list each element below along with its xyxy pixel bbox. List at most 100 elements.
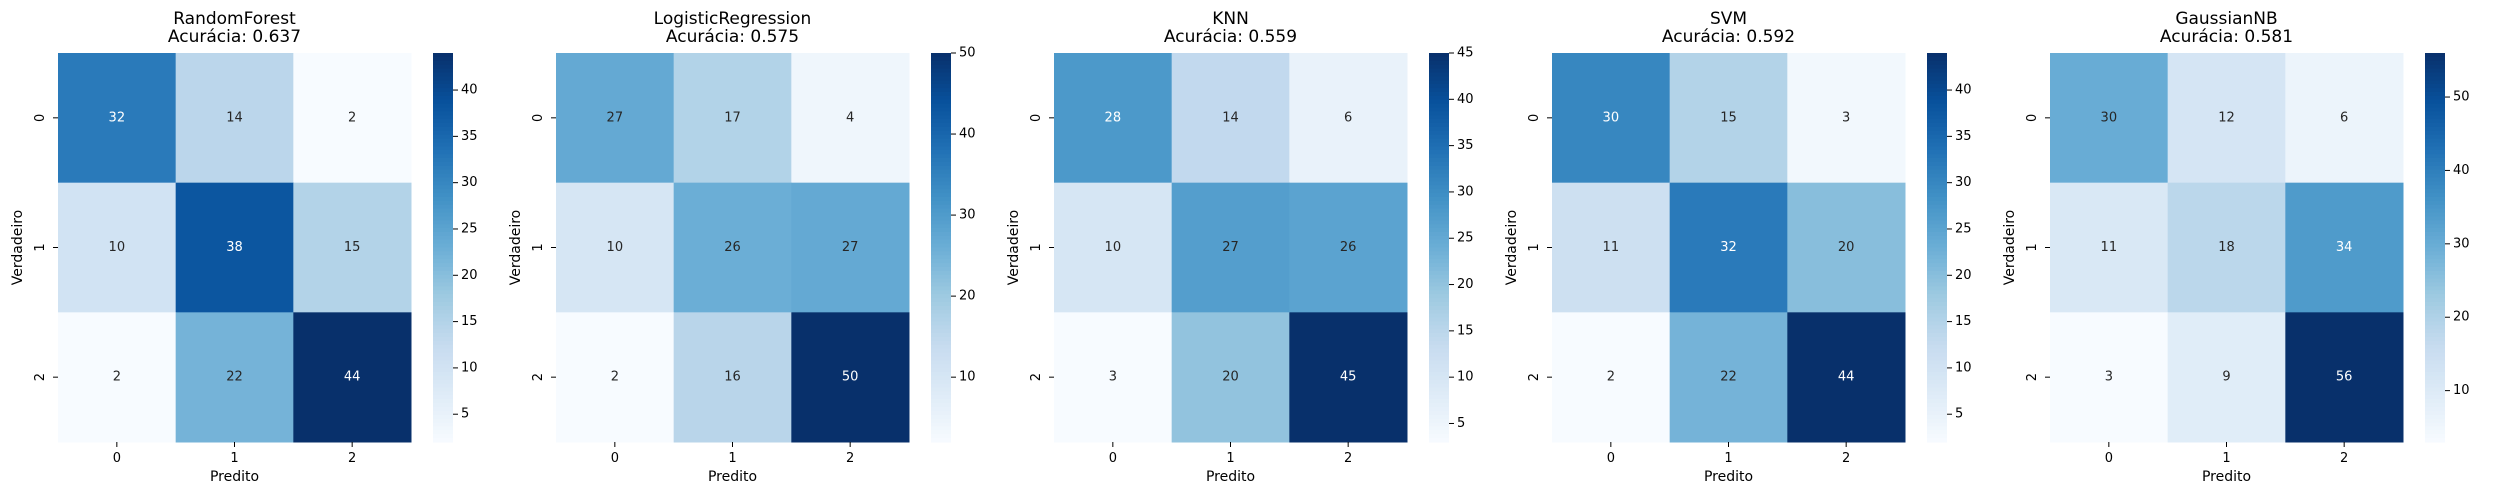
panel-2-cell-0-2 [791, 53, 910, 184]
panel-4-colorbar-slice-75 [1927, 344, 1947, 350]
panel-1-colorbar-slice-37 [433, 196, 453, 202]
panel-4-colorbar-slice-21 [1927, 134, 1947, 140]
panel-4-cell-label-2-1: 22 [1720, 370, 1737, 385]
panel-5-colorbar-slice-7 [2425, 80, 2445, 85]
panel-4-colorbar-slice-84 [1927, 379, 1947, 385]
panel-2-colorbar-slice-29 [931, 165, 951, 171]
panel-2-y-tick-label-1: 1 [531, 243, 546, 251]
panel-5-colorbar-slice-38 [2425, 200, 2445, 206]
panel-5-colorbar-slice-28 [2425, 161, 2445, 167]
panel-3-cell-1-2 [1289, 182, 1408, 313]
panel-3-colorbar-slice-87 [1429, 391, 1449, 396]
panel-3-colorbar-slice-41 [1429, 212, 1449, 217]
panel-1-colorbar-tick-label-3: 20 [461, 268, 478, 283]
panel-1-colorbar-slice-72 [433, 333, 453, 338]
panel-4-colorbar-slice-93 [1927, 414, 1947, 420]
panel-1-colorbar-slice-32 [433, 177, 453, 182]
panel-4-colorbar-slice-19 [1927, 126, 1947, 132]
panel-5-colorbar-slice-17 [2425, 119, 2445, 124]
panel-3-colorbar-slice-31 [1429, 173, 1449, 179]
panel-3-colorbar-slice-89 [1429, 399, 1449, 404]
panel-2-colorbar-slice-88 [931, 395, 951, 400]
panel-2-colorbar-tick-label-3: 40 [959, 127, 976, 142]
panel-3-colorbar-slice-4 [1429, 68, 1449, 74]
panel-2-colorbar-slice-40 [931, 208, 951, 214]
panel-3-ylabel: Verdadeiro [1006, 210, 1022, 285]
panel-1-colorbar-slice-56 [433, 270, 453, 276]
panel-1-colorbar-slice-39 [433, 204, 453, 210]
panel-4-colorbar-slice-28 [1927, 161, 1947, 167]
panel-5-colorbar-slice-88 [2425, 395, 2445, 400]
panel-3-title: KNN [1212, 9, 1249, 29]
panel-1-colorbar-slice-99 [433, 438, 453, 443]
panel-3-colorbar-slice-63 [1429, 298, 1449, 303]
panel-3-colorbar-slice-60 [1429, 286, 1449, 291]
panel-3-colorbar-slice-5 [1429, 72, 1449, 77]
panel-1-colorbar-slice-90 [433, 403, 453, 408]
panel-5-colorbar-slice-81 [2425, 368, 2445, 373]
panel-5-colorbar-slice-80 [2425, 364, 2445, 369]
panel-2-cell-0-1 [673, 53, 792, 184]
panel-3-colorbar-slice-70 [1429, 325, 1449, 330]
panel-5-colorbar-slice-8 [2425, 84, 2445, 89]
panel-5-colorbar-slice-59 [2425, 282, 2445, 287]
panel-5-colorbar-slice-29 [2425, 165, 2445, 171]
panel-4-colorbar-slice-39 [1927, 204, 1947, 210]
panel-4-cell-1-2 [1787, 182, 1906, 313]
panel-5-colorbar-slice-43 [2425, 220, 2445, 225]
panel-2-cell-2-0 [556, 312, 675, 443]
panel-3-colorbar-slice-18 [1429, 123, 1449, 128]
panel-2-cell-2-2 [791, 312, 910, 443]
panel-1-colorbar-tick-label-6: 35 [461, 129, 478, 144]
panel-2-colorbar-slice-27 [931, 158, 951, 163]
panel-1-cell-1-0 [58, 182, 177, 313]
panel-5-colorbar-slice-65 [2425, 305, 2445, 311]
panel-4-colorbar-slice-91 [1927, 406, 1947, 412]
panel-5-colorbar-slice-55 [2425, 266, 2445, 272]
panel-4-colorbar-tick-label-5: 30 [1955, 175, 1972, 190]
panel-1-colorbar-slice-42 [433, 216, 453, 221]
panel-4-colorbar-slice-62 [1927, 294, 1947, 299]
panel-5-colorbar-slice-27 [2425, 158, 2445, 163]
panel-5-cell-1-0 [2050, 182, 2169, 313]
panel-5-colorbar-slice-63 [2425, 298, 2445, 303]
panel-4-cell-0-1 [1669, 53, 1788, 184]
panel-4-colorbar-slice-82 [1927, 371, 1947, 377]
panel-3-colorbar-slice-48 [1429, 239, 1449, 245]
panel-1-colorbar-slice-76 [433, 348, 453, 354]
panel-3-cell-1-0 [1054, 182, 1173, 313]
panel-2-colorbar-slice-11 [931, 95, 951, 101]
panel-2-colorbar-slice-34 [931, 185, 951, 190]
panel-5-ylabel: Verdadeiro [2002, 210, 2018, 285]
panel-1-colorbar-slice-46 [433, 231, 453, 237]
panel-1-colorbar-slice-25 [433, 150, 453, 155]
panel-3-colorbar-slice-54 [1429, 263, 1449, 268]
panel-1-colorbar-slice-8 [433, 84, 453, 89]
panel-5-subtitle: Acurácia: 0.581 [2160, 27, 2293, 47]
panel-1-y-tick-label-1: 1 [33, 243, 48, 251]
panel-5-colorbar-slice-93 [2425, 414, 2445, 420]
panel-5-cell-0-0 [2050, 53, 2169, 184]
panel-2-cell-1-2 [791, 182, 910, 313]
panel-3-x-tick-label-1: 1 [1226, 451, 1234, 466]
panel-3-colorbar-tick-label-0: 5 [1457, 416, 1465, 431]
panel-4-colorbar-slice-45 [1927, 228, 1947, 233]
panel-1-colorbar-slice-29 [433, 165, 453, 171]
panel-4-colorbar-tick-label-3: 20 [1955, 268, 1972, 283]
panel-1-cell-label-0-0: 32 [109, 110, 126, 125]
panel-4-colorbar-slice-17 [1927, 119, 1947, 124]
panel-4-colorbar-slice-99 [1927, 438, 1947, 443]
panel-5-colorbar-slice-13 [2425, 103, 2445, 109]
panel-1-cell-label-2-0: 2 [113, 370, 121, 385]
panel-3-colorbar-slice-92 [1429, 410, 1449, 416]
panel-5-cell-1-2 [2285, 182, 2404, 313]
panel-4-colorbar-slice-87 [1927, 391, 1947, 396]
panel-1-colorbar-slice-36 [433, 193, 453, 198]
panel-3-colorbar-tick-label-5: 30 [1457, 184, 1474, 199]
panel-3-colorbar-slice-17 [1429, 119, 1449, 124]
panel-5-x-tick-label-2: 2 [2340, 451, 2348, 466]
panel-4-colorbar-slice-71 [1927, 329, 1947, 334]
panel-5-colorbar-slice-34 [2425, 185, 2445, 190]
panel-2-colorbar-slice-99 [931, 438, 951, 443]
panel-5-colorbar-slice-57 [2425, 274, 2445, 280]
